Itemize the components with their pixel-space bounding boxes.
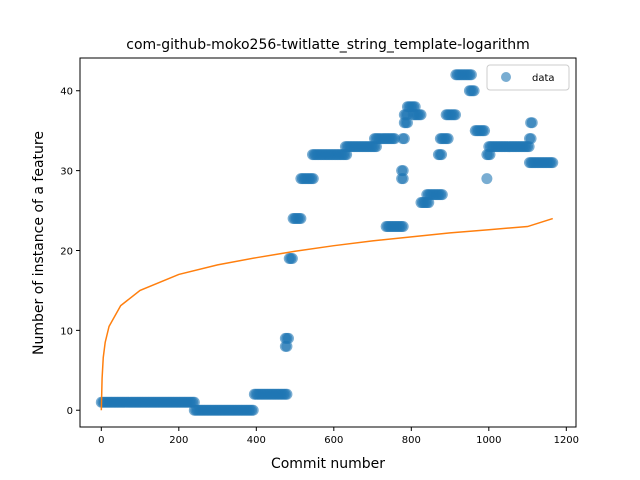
fit-curve [100,217,553,411]
data-point [436,189,448,201]
x-tick-label: 1200 [554,435,579,446]
data-point [389,133,401,145]
x-tick-label: 400 [247,435,266,446]
y-axis: 0 10 20 30 40 [60,87,80,417]
y-tick-label: 0 [67,406,73,417]
legend-marker [501,72,511,82]
data-point [398,133,410,145]
data-point [436,149,448,161]
data-point [397,165,409,177]
x-tick-label: 800 [402,435,421,446]
legend-box [486,64,570,91]
data-point [468,85,480,97]
data-point [281,340,293,352]
data-point [286,252,298,264]
y-tick-label: 10 [60,326,73,337]
data-point [397,221,409,233]
data-point [449,109,461,121]
axes-frame [79,57,577,428]
x-axis-label: Commit number [271,456,385,472]
data-point [307,173,319,185]
x-tick-label: 1000 [476,435,501,446]
data-point [295,213,307,225]
data-point [281,388,293,400]
data-point [465,69,477,81]
x-tick-label: 600 [324,435,343,446]
plot-area [95,69,559,416]
data-point [442,133,454,145]
data-point [525,133,537,145]
y-tick-label: 40 [60,87,73,98]
y-tick-label: 20 [60,246,73,257]
x-tick-label: 0 [98,435,104,446]
x-axis: 0 200 400 600 800 1000 1200 [98,427,579,446]
chart-title: com-github-moko256-twitlatte_string_temp… [126,37,529,53]
y-axis-label: Number of instance of a feature [31,131,47,355]
legend: data [486,64,570,91]
data-point [479,125,491,137]
x-tick-label: 200 [169,435,188,446]
data-point [547,157,559,169]
data-point [415,109,427,121]
data-point [526,117,538,129]
data-point [247,404,259,416]
data-point [481,173,493,185]
legend-label-data: data [532,73,555,84]
y-tick-label: 30 [60,167,73,178]
